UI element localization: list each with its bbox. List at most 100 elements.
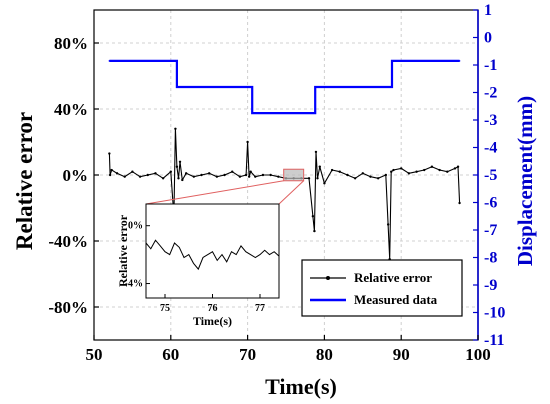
y-left-tick-label: 80% — [54, 34, 88, 53]
relative-error-point — [184, 172, 188, 175]
relative-error-point — [110, 168, 113, 172]
relative-error-point — [361, 172, 364, 175]
x-tick-label: 100 — [465, 345, 491, 364]
zoom-connector — [278, 180, 305, 205]
inset-chart: 0% -4% 75 76 77 Time(s) Relative error — [116, 203, 280, 328]
relative-error-point — [223, 173, 226, 177]
relative-error-point — [177, 177, 180, 180]
relative-error-point — [438, 168, 441, 172]
relative-error-point — [181, 178, 184, 182]
relative-error-point — [247, 175, 251, 178]
x-axis-title: Time(s) — [265, 374, 337, 399]
relative-error-point — [192, 175, 196, 178]
y-right-tick-label: 1 — [484, 2, 492, 19]
inset-x-tick-label: 77 — [255, 303, 265, 314]
relative-error-point — [178, 160, 182, 163]
relative-error-point — [174, 127, 177, 130]
relative-error-point — [338, 170, 341, 173]
measured-data-line — [109, 59, 460, 115]
inset-y-axis-title: Relative error — [116, 214, 130, 287]
measured-data-point — [391, 60, 393, 62]
x-tick-label: 80 — [316, 345, 333, 364]
relative-error-point — [123, 175, 126, 178]
relative-error-point — [330, 168, 334, 172]
relative-error-point — [246, 140, 249, 144]
relative-error-point — [456, 165, 460, 168]
relative-error-point — [269, 173, 272, 177]
relative-error-point — [169, 170, 172, 173]
relative-error-point — [208, 172, 211, 175]
y-right-tick-label: -5 — [484, 167, 497, 184]
relative-error-point — [369, 175, 372, 178]
measured-data-point — [251, 112, 254, 114]
measured-data-point — [251, 86, 254, 88]
zoom-indicator — [145, 168, 305, 205]
measured-data-point — [314, 112, 316, 114]
relative-error-point — [238, 175, 242, 178]
relative-error-point — [244, 173, 248, 177]
relative-error-point — [346, 173, 349, 177]
legend-measured-label: Measured data — [354, 292, 438, 307]
relative-error-point — [261, 173, 265, 177]
relative-error-point — [231, 170, 234, 173]
relative-error-series — [108, 127, 461, 261]
relative-error-point — [386, 223, 390, 226]
relative-error-point — [311, 215, 315, 218]
relative-error-point — [400, 167, 403, 170]
relative-error-point — [458, 201, 461, 205]
relative-error-point — [353, 177, 357, 180]
relative-error-point — [430, 165, 434, 168]
legend-error-label: Relative error — [354, 270, 432, 285]
inset-y-tick-label: -4% — [125, 279, 143, 290]
inset-y-tick-label: 0% — [128, 221, 143, 232]
inset-x-tick-label: 75 — [160, 303, 170, 314]
relative-error-point — [376, 177, 380, 180]
x-tick-label: 70 — [239, 345, 256, 364]
relative-error-point — [154, 172, 157, 175]
y-right-tick-label: -11 — [484, 332, 504, 349]
x-tick-label: 50 — [86, 345, 103, 364]
measured-data-point — [176, 60, 178, 62]
x-ticks: 50 60 70 80 90 100 — [86, 335, 491, 364]
relative-error-point — [323, 182, 326, 185]
x-tick-label: 90 — [393, 345, 410, 364]
y-left-tick-label: -40% — [48, 232, 88, 251]
relative-error-point — [215, 175, 219, 178]
relative-error-point — [200, 173, 203, 177]
y-right-tick-label: -4 — [484, 140, 497, 157]
inset-x-axis-title: Time(s) — [193, 314, 232, 328]
relative-error-point — [392, 168, 395, 172]
relative-error-point — [277, 175, 280, 178]
measured-data-point — [314, 86, 316, 88]
y-right-tick-label: -1 — [484, 57, 497, 74]
y-right-tick-label: -8 — [484, 250, 497, 267]
inset-frame — [145, 203, 280, 299]
y-left-axis-title: Relative error — [12, 112, 37, 250]
zoom-rectangle — [283, 168, 305, 182]
x-tick-label: 60 — [162, 345, 179, 364]
legend: Relative error Measured data — [301, 259, 463, 317]
legend-error-marker — [326, 276, 330, 280]
relative-error-point — [254, 175, 257, 178]
relative-error-point — [384, 173, 388, 177]
relative-error-point — [249, 170, 252, 173]
zoom-connector — [145, 180, 284, 205]
measured-data-point — [108, 60, 111, 62]
y-right-tick-label: -10 — [484, 305, 505, 322]
relative-error-point — [108, 152, 111, 155]
measured-data-point — [458, 60, 461, 62]
relative-error-point — [423, 168, 426, 172]
y-left-tick-label: -80% — [48, 298, 88, 317]
y-right-tick-label: 0 — [484, 30, 492, 47]
relative-error-point — [318, 165, 321, 168]
y-right-tick-label: -6 — [484, 195, 497, 212]
relative-error-point — [314, 150, 318, 154]
relative-error-point — [175, 165, 179, 168]
y-left-tick-label: 0% — [63, 166, 89, 185]
y-left-tick-label: 40% — [54, 100, 88, 119]
inset-x-tick-label: 76 — [208, 303, 218, 314]
relative-error-point — [415, 170, 418, 173]
relative-error-point — [108, 173, 112, 177]
y-right-tick-label: -9 — [484, 277, 497, 294]
